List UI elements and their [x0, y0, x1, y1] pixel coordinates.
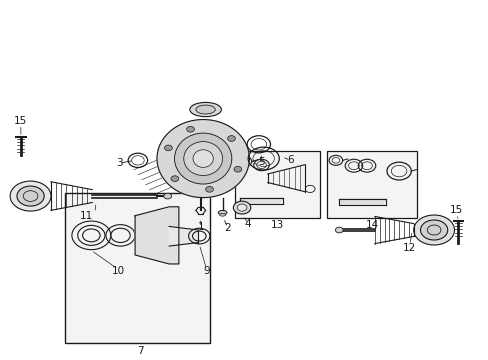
Polygon shape — [135, 207, 179, 264]
Ellipse shape — [193, 150, 213, 167]
Circle shape — [163, 193, 171, 199]
Text: 2: 2 — [224, 222, 230, 233]
Circle shape — [205, 186, 213, 192]
Text: 15: 15 — [448, 205, 462, 215]
Bar — [234, 152, 319, 217]
Circle shape — [10, 181, 51, 211]
Circle shape — [227, 136, 235, 141]
Polygon shape — [239, 198, 283, 204]
Ellipse shape — [219, 213, 225, 216]
Bar — [64, 193, 210, 342]
Circle shape — [171, 176, 179, 181]
Text: 11: 11 — [80, 211, 93, 221]
Circle shape — [237, 204, 246, 211]
Text: 7: 7 — [136, 346, 143, 356]
Polygon shape — [339, 199, 386, 205]
Circle shape — [164, 145, 172, 151]
Bar — [326, 152, 416, 217]
Ellipse shape — [183, 141, 222, 176]
Circle shape — [413, 215, 454, 245]
Circle shape — [420, 220, 447, 240]
Polygon shape — [157, 120, 249, 198]
Text: 13: 13 — [270, 220, 284, 230]
Polygon shape — [169, 226, 198, 246]
Text: 5: 5 — [258, 157, 264, 167]
Text: 14: 14 — [365, 220, 378, 230]
Text: 15: 15 — [14, 116, 27, 126]
Text: 6: 6 — [286, 156, 293, 165]
Text: 4: 4 — [244, 219, 251, 229]
Text: 12: 12 — [403, 243, 416, 253]
Text: 10: 10 — [111, 266, 124, 276]
Circle shape — [335, 227, 343, 233]
Circle shape — [186, 126, 194, 132]
Text: 9: 9 — [203, 266, 209, 276]
Ellipse shape — [196, 105, 215, 114]
Ellipse shape — [174, 133, 231, 184]
Ellipse shape — [189, 102, 221, 117]
Text: 1: 1 — [197, 222, 203, 232]
Circle shape — [17, 186, 44, 206]
Circle shape — [233, 201, 250, 214]
Text: 8: 8 — [192, 179, 199, 189]
Ellipse shape — [218, 211, 226, 215]
Text: 3: 3 — [116, 158, 122, 168]
Circle shape — [234, 166, 241, 172]
